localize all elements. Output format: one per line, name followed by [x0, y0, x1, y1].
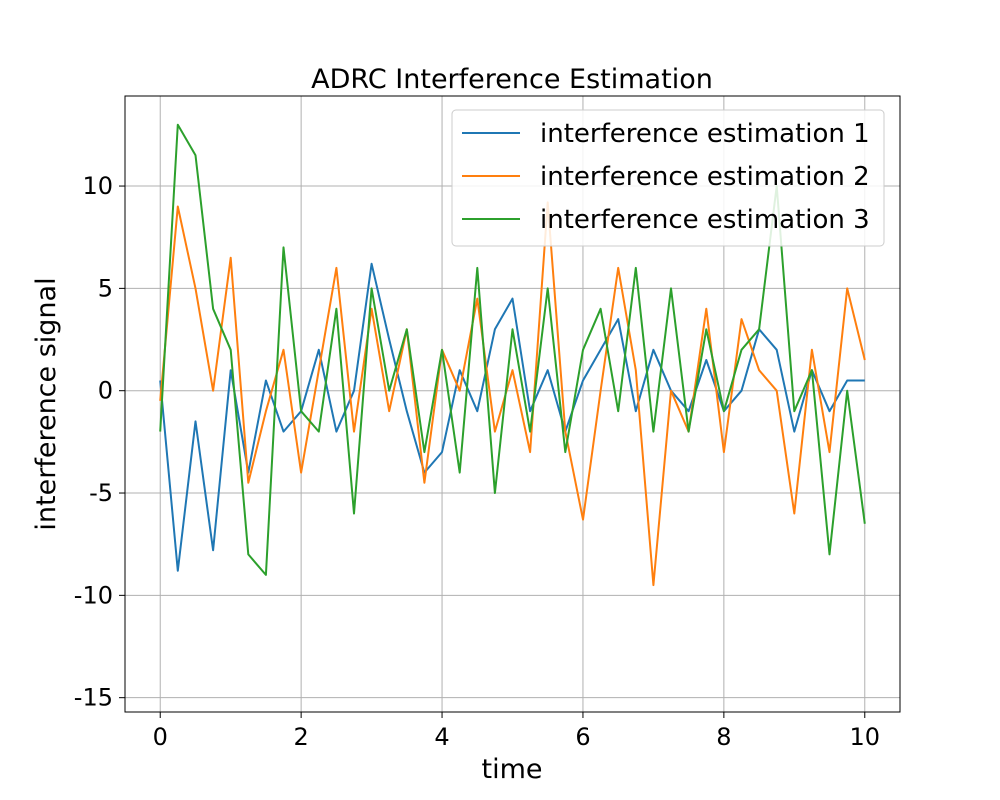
legend-box — [451, 109, 885, 247]
legend-label-2: interference estimation 2 — [540, 162, 870, 192]
series-line-1 — [159, 262, 865, 572]
series-layer — [159, 123, 866, 587]
x-tick-label: 6 — [575, 723, 590, 751]
y-tick-label: 5 — [98, 274, 113, 302]
x-axis-ticks: 0 2 4 6 8 10 — [153, 712, 880, 751]
y-tick-label: -10 — [74, 581, 113, 609]
y-tick-label: 10 — [82, 172, 113, 200]
y-axis-label: interference signal — [31, 277, 62, 530]
y-tick-label: -15 — [74, 684, 113, 712]
legend-label-3: interference estimation 3 — [540, 205, 870, 235]
y-axis-ticks: -15 -10 -5 0 5 10 — [74, 172, 125, 712]
x-tick-label: 10 — [849, 723, 880, 751]
legend-label-1: interference estimation 1 — [540, 119, 870, 149]
x-tick-label: 8 — [716, 723, 731, 751]
y-tick-label: 0 — [98, 377, 113, 405]
legend: interference estimation 1 interference es… — [451, 109, 885, 247]
axes-frame — [124, 95, 901, 713]
x-tick-label: 4 — [434, 723, 449, 751]
series-line-3 — [159, 123, 866, 576]
chart-title: ADRC Interference Estimation — [311, 64, 713, 95]
y-tick-label: -5 — [89, 479, 113, 507]
x-tick-label: 0 — [153, 723, 168, 751]
plot-area: 0 2 4 6 8 10 -15 -10 -5 0 5 10 — [74, 95, 901, 751]
x-axis-label: time — [481, 754, 542, 785]
x-tick-label: 2 — [293, 723, 308, 751]
